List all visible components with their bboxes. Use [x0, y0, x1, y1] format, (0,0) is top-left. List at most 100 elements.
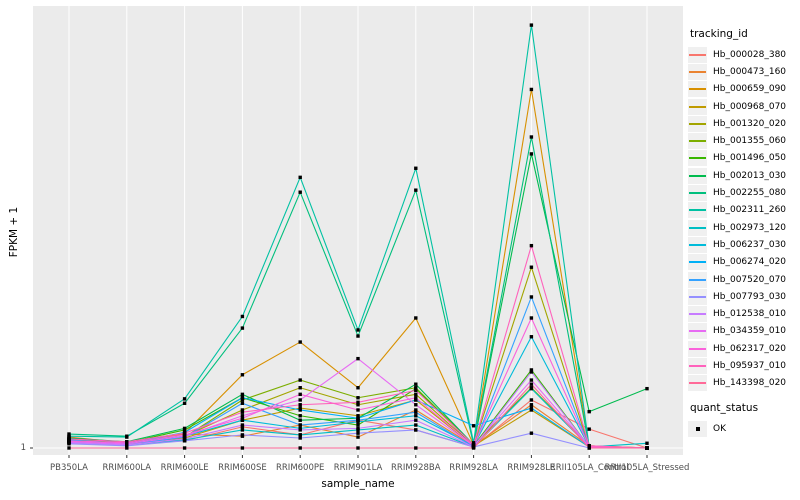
- legend-key: [688, 323, 707, 340]
- data-point-marker: [414, 403, 418, 407]
- x-axis-tick-label: PB350LA: [50, 463, 88, 473]
- data-point-marker: [529, 265, 534, 269]
- data-point-marker: [240, 408, 245, 412]
- data-point-marker: [414, 423, 418, 427]
- data-point-marker: [414, 396, 418, 400]
- data-point-marker: [356, 408, 360, 412]
- legend-key: [688, 115, 707, 132]
- data-point-marker: [356, 414, 360, 418]
- data-point-marker: [414, 410, 418, 414]
- point-markers: [67, 23, 649, 450]
- legend-color-line-icon: [689, 157, 706, 160]
- legend-color-line-icon: [689, 192, 706, 195]
- data-point-marker: [529, 243, 534, 248]
- data-point-marker: [471, 443, 476, 447]
- data-point-marker: [298, 403, 302, 407]
- legend-entry-label: Hb_001355_060: [713, 136, 787, 147]
- x-axis-tick-label: RRIM600SE: [218, 463, 267, 473]
- data-point-marker: [587, 446, 591, 450]
- legend-items: Hb_000028_380 Hb_000473_160 Hb_000659_090 H…: [688, 46, 798, 392]
- data-point-marker: [240, 423, 245, 427]
- legend-key: [688, 340, 707, 357]
- data-point-marker: [414, 408, 418, 412]
- data-point-marker: [414, 316, 418, 320]
- legend-entry-label: Hb_001496_050: [713, 153, 787, 164]
- x-axis-tick-label: RRIM600PE: [276, 463, 325, 473]
- legend-entry-label: Hb_006274_020: [713, 257, 787, 268]
- data-point-marker: [529, 386, 534, 391]
- data-point-marker: [529, 431, 534, 435]
- legend-entry-ok: OK: [688, 420, 798, 437]
- x-axis-tick-label: RRIM928LE: [507, 463, 556, 473]
- data-point-marker: [414, 428, 418, 432]
- legend-key: [688, 236, 707, 253]
- data-point-marker: [240, 410, 245, 414]
- legend-entry: Hb_002973_120: [688, 219, 798, 236]
- legend-entry-label: Hb_007520_070: [713, 274, 787, 285]
- legend-entry-label: Hb_000473_160: [713, 66, 787, 77]
- data-point-marker: [67, 439, 71, 443]
- data-point-marker: [298, 433, 302, 437]
- data-point-marker: [414, 188, 418, 192]
- legend-key: [688, 133, 707, 150]
- data-point-marker: [414, 166, 418, 170]
- legend-key: [688, 219, 707, 236]
- legend-color-line-icon: [689, 174, 706, 177]
- legend-color-line-icon: [689, 209, 706, 212]
- legend-entry-label: Hb_062317_020: [713, 343, 787, 354]
- data-point-marker: [529, 408, 534, 412]
- data-point-marker: [356, 356, 360, 361]
- data-point-marker: [125, 435, 129, 439]
- legend-color-line-icon: [689, 364, 706, 367]
- legend-entry: Hb_001355_060: [688, 132, 798, 150]
- legend-entry: Hb_006237_030: [688, 236, 798, 253]
- data-point-marker: [67, 437, 71, 441]
- data-point-marker: [529, 403, 534, 407]
- data-point-marker: [529, 398, 534, 402]
- ok-point-marker-icon: [695, 426, 700, 431]
- data-point-marker: [298, 406, 302, 410]
- data-point-marker: [414, 392, 418, 397]
- x-axis-tick-label: RRIM600LE: [160, 463, 209, 473]
- data-point-marker: [240, 373, 245, 377]
- legend-entry: Hb_034359_010: [688, 323, 798, 340]
- data-point-marker: [529, 135, 534, 139]
- legend-entry: Hb_002311_260: [688, 202, 798, 219]
- legend-color-line-icon: [689, 70, 706, 73]
- data-point-marker: [182, 439, 187, 443]
- data-point-marker: [298, 418, 302, 422]
- data-point-marker: [356, 435, 360, 439]
- legend-entry: Hb_002013_030: [688, 167, 798, 184]
- legend-key: [688, 420, 707, 437]
- legend-entry-label: Hb_002311_260: [713, 205, 787, 216]
- data-point-marker: [240, 428, 245, 432]
- legend-entry-label: Hb_006237_030: [713, 239, 787, 250]
- legend-entry: Hb_006274_020: [688, 254, 798, 271]
- legend-color-line-icon: [689, 226, 706, 229]
- data-point-marker: [298, 428, 302, 432]
- data-point-marker: [67, 446, 71, 450]
- data-point-marker: [529, 23, 534, 27]
- legend-key: [688, 185, 707, 202]
- data-point-marker: [298, 436, 302, 440]
- legend-entry: Hb_095937_010: [688, 357, 798, 374]
- data-point-marker: [298, 392, 302, 397]
- legend-entry-label: Hb_034359_010: [713, 326, 787, 337]
- data-point-marker: [414, 388, 418, 393]
- data-point-marker: [125, 440, 129, 444]
- data-point-marker: [529, 368, 534, 372]
- legend-key: [688, 98, 707, 115]
- data-point-marker: [298, 386, 302, 390]
- legend-entry-label: Hb_143398_020: [713, 378, 787, 389]
- x-axis-tick-label: RRII105LA_Stressed: [604, 463, 690, 473]
- data-point-marker: [587, 444, 591, 448]
- data-point-marker: [356, 423, 360, 427]
- data-point-marker: [240, 414, 245, 418]
- data-point-marker: [125, 446, 129, 450]
- data-point-marker: [182, 401, 187, 405]
- data-point-marker: [298, 414, 302, 418]
- legend-entry: Hb_000028_380: [688, 46, 798, 63]
- data-point-marker: [645, 386, 649, 391]
- legend-entry: Hb_007520_070: [688, 271, 798, 288]
- data-point-marker: [414, 382, 418, 386]
